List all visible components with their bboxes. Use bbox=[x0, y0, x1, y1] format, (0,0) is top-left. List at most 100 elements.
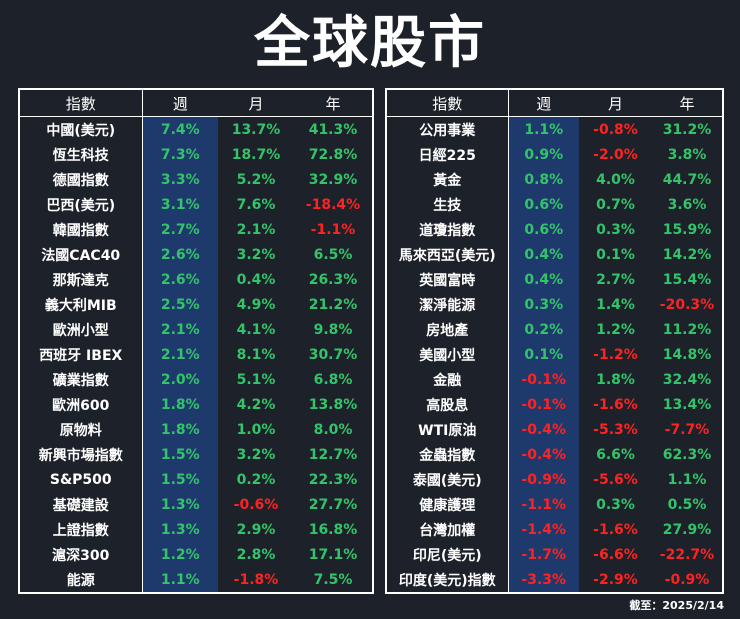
index-name: 黃金 bbox=[386, 167, 509, 192]
index-name: 恆生科技 bbox=[19, 142, 143, 167]
table-row: 韓國指數 2.7% 2.1% -1.1% bbox=[19, 217, 373, 242]
table-row: 歐洲小型 2.1% 4.1% 9.8% bbox=[19, 317, 373, 342]
week-change: 1.3% bbox=[142, 517, 218, 542]
table-row: 泰國(美元) -0.9% -5.6% 1.1% bbox=[386, 467, 723, 492]
month-change: 1.4% bbox=[596, 296, 635, 313]
week-change: 3.3% bbox=[142, 167, 218, 192]
index-name: 道瓊指數 bbox=[386, 217, 509, 242]
index-name: 英國富時 bbox=[386, 267, 509, 292]
table-row: 美國小型 0.1% -1.2% 14.8% bbox=[386, 342, 723, 367]
year-change: 27.9% bbox=[662, 521, 712, 538]
table-row: 金蟲指數 -0.4% 6.6% 62.3% bbox=[386, 442, 723, 467]
table-row: 基礎建設 1.3% -0.6% 27.7% bbox=[19, 492, 373, 517]
table-row: 健康護理 -1.1% 0.3% 0.5% bbox=[386, 492, 723, 517]
index-name: 德國指數 bbox=[19, 167, 143, 192]
index-name: 健康護理 bbox=[386, 492, 509, 517]
table-header-row: 指數 週 月 年 bbox=[386, 89, 723, 117]
week-change: 1.1% bbox=[142, 567, 218, 593]
index-name: 潔淨能源 bbox=[386, 292, 509, 317]
month-change: 0.3% bbox=[596, 496, 635, 513]
table-row: 英國富時 0.4% 2.7% 15.4% bbox=[386, 267, 723, 292]
index-name: 義大利MIB bbox=[19, 292, 143, 317]
index-name: WTI原油 bbox=[386, 417, 509, 442]
year-change: 27.7% bbox=[308, 496, 358, 513]
month-change: 0.4% bbox=[236, 271, 276, 288]
month-change: 3.2% bbox=[236, 246, 276, 263]
table-row: 滬深300 1.2% 2.8% 17.1% bbox=[19, 542, 373, 567]
header-month: 月 bbox=[579, 89, 652, 117]
table-row: 金融 -0.1% 1.8% 32.4% bbox=[386, 367, 723, 392]
year-change: -18.4% bbox=[305, 196, 361, 213]
index-name: 法國CAC40 bbox=[19, 242, 143, 267]
week-change: 2.0% bbox=[142, 367, 218, 392]
month-change: 2.1% bbox=[236, 221, 276, 238]
index-name: 泰國(美元) bbox=[386, 467, 509, 492]
month-change: 6.6% bbox=[596, 446, 635, 463]
month-change: 4.0% bbox=[596, 171, 635, 188]
page-title: 全球股市 bbox=[254, 10, 486, 76]
year-change: 22.3% bbox=[308, 471, 358, 488]
month-change: 4.1% bbox=[236, 321, 276, 338]
year-change: 32.4% bbox=[662, 371, 712, 388]
month-change: 1.2% bbox=[596, 321, 635, 338]
week-change: 7.4% bbox=[142, 116, 218, 142]
month-change: 1.8% bbox=[596, 371, 635, 388]
year-change: 31.2% bbox=[662, 121, 712, 138]
index-name: 歐洲小型 bbox=[19, 317, 143, 342]
table-row: 道瓊指數 0.6% 0.3% 15.9% bbox=[386, 217, 723, 242]
index-name: 韓國指數 bbox=[19, 217, 143, 242]
index-name: 金蟲指數 bbox=[386, 442, 509, 467]
week-change: -0.1% bbox=[508, 392, 579, 417]
week-change: -1.7% bbox=[508, 542, 579, 567]
month-change: -1.6% bbox=[593, 396, 638, 413]
year-change: 8.0% bbox=[313, 421, 353, 438]
month-change: 0.3% bbox=[596, 221, 635, 238]
month-change: 0.7% bbox=[596, 196, 635, 213]
week-change: 1.2% bbox=[142, 542, 218, 567]
week-change: 0.1% bbox=[508, 342, 579, 367]
year-change: 62.3% bbox=[662, 446, 712, 463]
month-change: -0.6% bbox=[233, 496, 279, 513]
table-row: 巴西(美元) 3.1% 7.6% -18.4% bbox=[19, 192, 373, 217]
month-change: -1.6% bbox=[593, 521, 638, 538]
week-change: 0.4% bbox=[508, 267, 579, 292]
week-change: 1.8% bbox=[142, 417, 218, 442]
index-name: 印尼(美元) bbox=[386, 542, 509, 567]
year-change: 32.9% bbox=[308, 171, 358, 188]
week-change: 0.6% bbox=[508, 192, 579, 217]
month-change: 8.1% bbox=[236, 346, 276, 363]
index-name: 日經225 bbox=[386, 142, 509, 167]
table-row: 馬來西亞(美元) 0.4% 0.1% 14.2% bbox=[386, 242, 723, 267]
header-year: 年 bbox=[294, 89, 373, 117]
table-row: 法國CAC40 2.6% 3.2% 6.5% bbox=[19, 242, 373, 267]
table-row: 上證指數 1.3% 2.9% 16.8% bbox=[19, 517, 373, 542]
month-change: 5.1% bbox=[236, 371, 276, 388]
index-name: 金融 bbox=[386, 367, 509, 392]
index-name: 礦業指數 bbox=[19, 367, 143, 392]
week-change: 2.7% bbox=[142, 217, 218, 242]
month-change: -6.6% bbox=[593, 546, 638, 563]
week-change: -0.1% bbox=[508, 367, 579, 392]
table-row: 黃金 0.8% 4.0% 44.7% bbox=[386, 167, 723, 192]
index-name: S&P500 bbox=[19, 467, 143, 492]
table-row: 義大利MIB 2.5% 4.9% 21.2% bbox=[19, 292, 373, 317]
year-change: 15.9% bbox=[662, 221, 712, 238]
month-change: 13.7% bbox=[231, 121, 281, 138]
table-row: S&P500 1.5% 0.2% 22.3% bbox=[19, 467, 373, 492]
month-change: 1.0% bbox=[236, 421, 276, 438]
year-change: 15.4% bbox=[662, 271, 712, 288]
week-change: 2.1% bbox=[142, 317, 218, 342]
month-change: -2.9% bbox=[593, 571, 638, 588]
year-change: 6.5% bbox=[313, 246, 353, 263]
month-change: 4.9% bbox=[236, 296, 276, 313]
week-change: 0.8% bbox=[508, 167, 579, 192]
header-week: 週 bbox=[508, 89, 579, 117]
table-row: 房地產 0.2% 1.2% 11.2% bbox=[386, 317, 723, 342]
index-name: 基礎建設 bbox=[19, 492, 143, 517]
year-change: 3.8% bbox=[667, 146, 707, 163]
header-name: 指數 bbox=[386, 89, 509, 117]
year-change: -22.7% bbox=[659, 546, 715, 563]
month-change: -5.6% bbox=[593, 471, 638, 488]
month-change: -1.2% bbox=[593, 346, 638, 363]
table-row: 印度(美元)指數 -3.3% -2.9% -0.9% bbox=[386, 567, 723, 593]
